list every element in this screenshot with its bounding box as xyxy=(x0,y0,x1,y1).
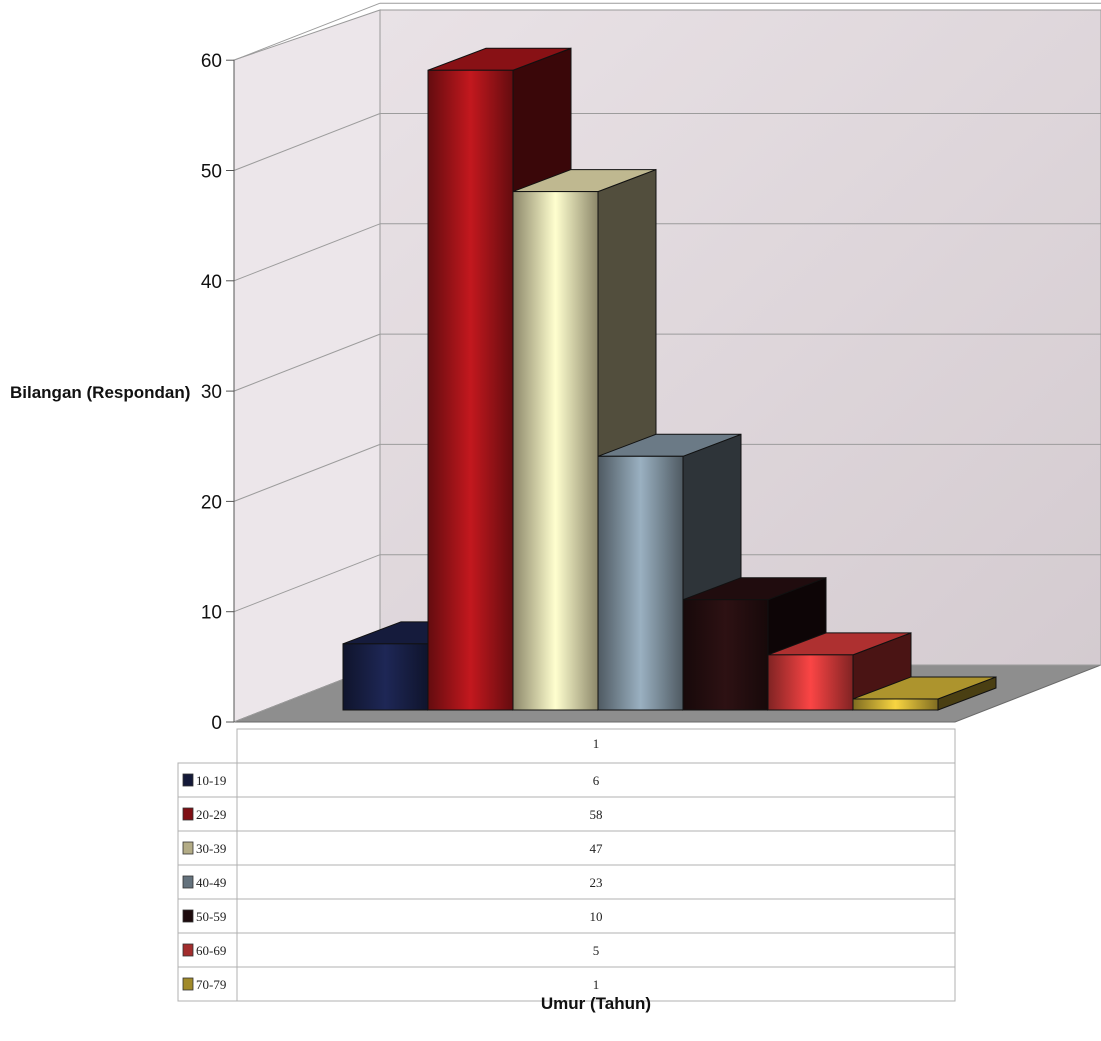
legend-label: 60-69 xyxy=(196,943,226,958)
data-label: 1 xyxy=(593,977,600,992)
gridline-left-wall xyxy=(233,443,381,502)
gridline-left-wall xyxy=(233,113,381,171)
table-row xyxy=(177,932,956,968)
legend-label: 20-29 xyxy=(196,807,226,822)
chart-left-wall xyxy=(233,9,381,723)
legend-label: 10-19 xyxy=(196,773,226,788)
table-row xyxy=(177,830,956,866)
table-row xyxy=(177,762,956,798)
legend-swatch-30-39 xyxy=(182,841,194,855)
legend-label: 40-49 xyxy=(196,875,226,890)
table-row xyxy=(177,966,956,1002)
legend-label: 70-79 xyxy=(196,977,226,992)
data-label: 6 xyxy=(593,773,600,788)
data-table: 10-19 6 20-29 58 30-39 47 40-49 23 50-59 10 60-69 5… xyxy=(177,728,956,1002)
bar-10-19 xyxy=(342,643,429,711)
legend-swatch-60-69 xyxy=(182,943,194,957)
bar-40-49 xyxy=(597,455,684,711)
gridline-left-wall xyxy=(233,2,381,61)
legend-swatch-40-49 xyxy=(182,875,194,889)
legend-label: 30-39 xyxy=(196,841,226,856)
legend-swatch-50-59 xyxy=(182,909,194,923)
y-axis-label: Bilangan (Respondan) xyxy=(10,383,190,402)
bar-50-59 xyxy=(682,599,769,711)
legend-swatch-10-19 xyxy=(182,773,194,787)
y-tick-label: 0 xyxy=(211,713,222,734)
gridline-left-wall xyxy=(233,223,381,282)
bar-20-29 xyxy=(427,69,514,711)
y-tick-label: 50 xyxy=(201,162,222,183)
table-row xyxy=(177,796,956,832)
table-header-row xyxy=(236,728,956,764)
y-tick-label: 10 xyxy=(201,603,222,624)
bars xyxy=(342,47,997,711)
data-label: 58 xyxy=(590,807,603,822)
y-tick-label: 30 xyxy=(201,382,222,403)
data-label: 47 xyxy=(590,841,604,856)
y-tick-label: 40 xyxy=(201,272,222,293)
bar-70-79 xyxy=(852,698,939,711)
table-row xyxy=(177,864,956,900)
y-tick-label: 60 xyxy=(201,51,222,72)
legend-swatch-70-79 xyxy=(182,977,194,991)
y-tick-label: 20 xyxy=(201,492,222,513)
legend-label: 50-59 xyxy=(196,909,226,924)
gridline-left-wall xyxy=(233,333,381,392)
bar-60-69 xyxy=(767,654,854,711)
data-label: 10 xyxy=(590,909,603,924)
data-label: 5 xyxy=(593,943,600,958)
table-header-label: 1 xyxy=(593,736,600,751)
y-axis-ticks: 0 10 20 30 40 50 60 xyxy=(201,51,234,734)
bar-30-39 xyxy=(512,191,599,711)
x-axis-label: Umur (Tahun) xyxy=(541,994,651,1013)
legend-swatch-20-29 xyxy=(182,807,194,821)
data-label: 23 xyxy=(590,875,603,890)
table-row xyxy=(177,898,956,934)
gridline-left-wall xyxy=(233,554,381,613)
